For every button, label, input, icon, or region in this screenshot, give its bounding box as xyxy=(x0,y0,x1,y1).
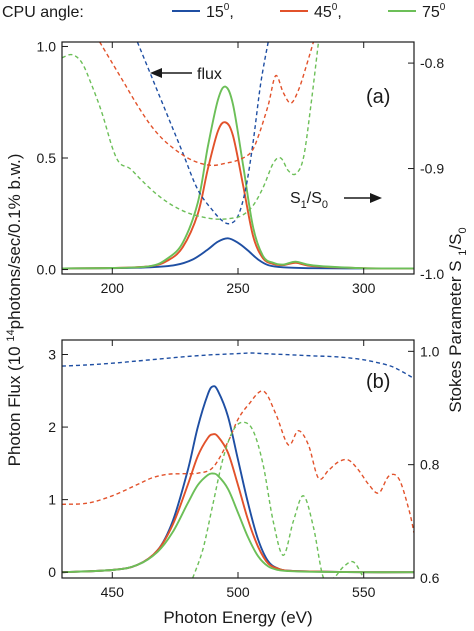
legend-entries: 150, 450, 750 xyxy=(172,2,446,21)
left-axis-post: photons/sec/0.1% b.w.) xyxy=(5,154,24,330)
legend-label-15: 150, xyxy=(206,2,234,21)
panel-b-xtick-label: 550 xyxy=(352,584,376,600)
s1s0-arrow-head xyxy=(370,193,382,203)
legend-label-75: 750 xyxy=(422,2,446,21)
legend-label-45: 450, xyxy=(314,2,342,21)
panel-a-series-75-dashed xyxy=(62,42,320,220)
panel-b-series-15-dashed xyxy=(62,352,414,380)
panel-b-ytick-right-label: 0.8 xyxy=(420,457,440,473)
panel-a-xtick-label: 300 xyxy=(352,280,376,296)
legend-label-value: 15 xyxy=(206,4,224,21)
panel-a-series-15-solid xyxy=(62,237,414,270)
panel-a-series-45-solid xyxy=(62,121,414,270)
panel-a-ticks: 200 250 300 0.0 0.5 1.0 -1.0 -0.9 -0.8 xyxy=(37,38,445,296)
panel-a-ytick-left-label: 0.0 xyxy=(37,262,57,278)
panel-a-xtick-label: 250 xyxy=(226,280,250,296)
legend-label-value: 75 xyxy=(422,4,440,21)
right-axis-pre: Stokes Parameter S xyxy=(446,256,465,413)
s1s0-label: S1/S0 xyxy=(290,190,328,211)
panel-a-tag: (a) xyxy=(366,86,390,108)
panel-b-xtick-label: 500 xyxy=(226,584,250,600)
left-axis-pre: Photon Flux (10 xyxy=(5,342,24,467)
panel-a-series-75-solid xyxy=(62,85,414,270)
s1s0-sub1: 1 xyxy=(301,199,307,211)
legend-label-degree: 0 xyxy=(440,2,446,13)
panel-b-series-75-solid xyxy=(62,472,414,574)
panel-b-series-45-dashed xyxy=(62,390,414,533)
legend-title: CPU angle: xyxy=(2,4,84,21)
panel-a-ytick-left-label: 1.0 xyxy=(37,38,57,54)
panel-b-series-45-solid xyxy=(62,433,414,574)
s1s0-sub0: 0 xyxy=(322,199,328,211)
panel-b: 450 500 550 0 1 2 3 0.6 0.8 1.0 (b) xyxy=(48,339,440,600)
panel-b-ytick-left-label: 2 xyxy=(48,419,56,435)
panel-b-ytick-left-label: 0 xyxy=(48,564,56,580)
flux-label: flux xyxy=(197,66,222,83)
panel-b-series xyxy=(62,352,414,578)
x-axis-label: Photon Energy (eV) xyxy=(163,608,312,627)
left-axis-sup: 14 xyxy=(5,329,17,341)
right-axis-sub0: 0 xyxy=(457,227,469,233)
legend: CPU angle: 150, 450, 750 xyxy=(2,2,446,21)
right-axis-sub1: 1 xyxy=(457,250,469,256)
panel-b-ytick-left-label: 3 xyxy=(48,347,56,363)
panel-b-xtick-label: 450 xyxy=(101,584,125,600)
left-axis-label: Photon Flux (10 14photons/sec/0.1% b.w.) xyxy=(5,154,24,467)
right-axis-mid: /S xyxy=(446,234,465,250)
legend-label-degree: 0 xyxy=(224,2,230,13)
panel-a-ytick-right-label: -0.8 xyxy=(420,55,444,71)
legend-label-value: 45 xyxy=(314,4,332,21)
flux-arrow-head xyxy=(150,68,162,78)
panel-b-ytick-left-label: 1 xyxy=(48,492,56,508)
panel-a-ytick-left-label: 0.5 xyxy=(37,150,57,166)
panel-a-ytick-right-label: -1.0 xyxy=(420,266,444,282)
panel-b-series-15-solid xyxy=(62,385,414,574)
legend-label-suffix: , xyxy=(337,4,341,21)
s1s0-mid: /S xyxy=(307,190,322,207)
panel-a-series-15-dashed xyxy=(136,42,269,225)
panel-b-series-75-dashed xyxy=(192,421,365,578)
panel-b-tag: (b) xyxy=(366,371,390,393)
panel-b-ytick-right-label: 0.6 xyxy=(420,570,440,586)
panel-b-ytick-right-label: 1.0 xyxy=(420,343,440,359)
panel-a-series-45-dashed xyxy=(99,42,315,167)
legend-label-degree: 0 xyxy=(332,2,338,13)
panel-a-series xyxy=(62,42,414,270)
right-axis-label: Stokes Parameter S 1/S0 xyxy=(446,227,469,412)
panel-b-ticks: 450 500 550 0 1 2 3 0.6 0.8 1.0 xyxy=(48,340,440,600)
panel-a-ytick-right-label: -0.9 xyxy=(420,161,444,177)
s1s0-annotation: S1/S0 xyxy=(290,190,382,211)
flux-annotation: flux xyxy=(150,66,222,83)
s1s0-s: S xyxy=(290,190,301,207)
legend-label-suffix: , xyxy=(229,4,233,21)
panel-a-xtick-label: 200 xyxy=(101,280,125,296)
